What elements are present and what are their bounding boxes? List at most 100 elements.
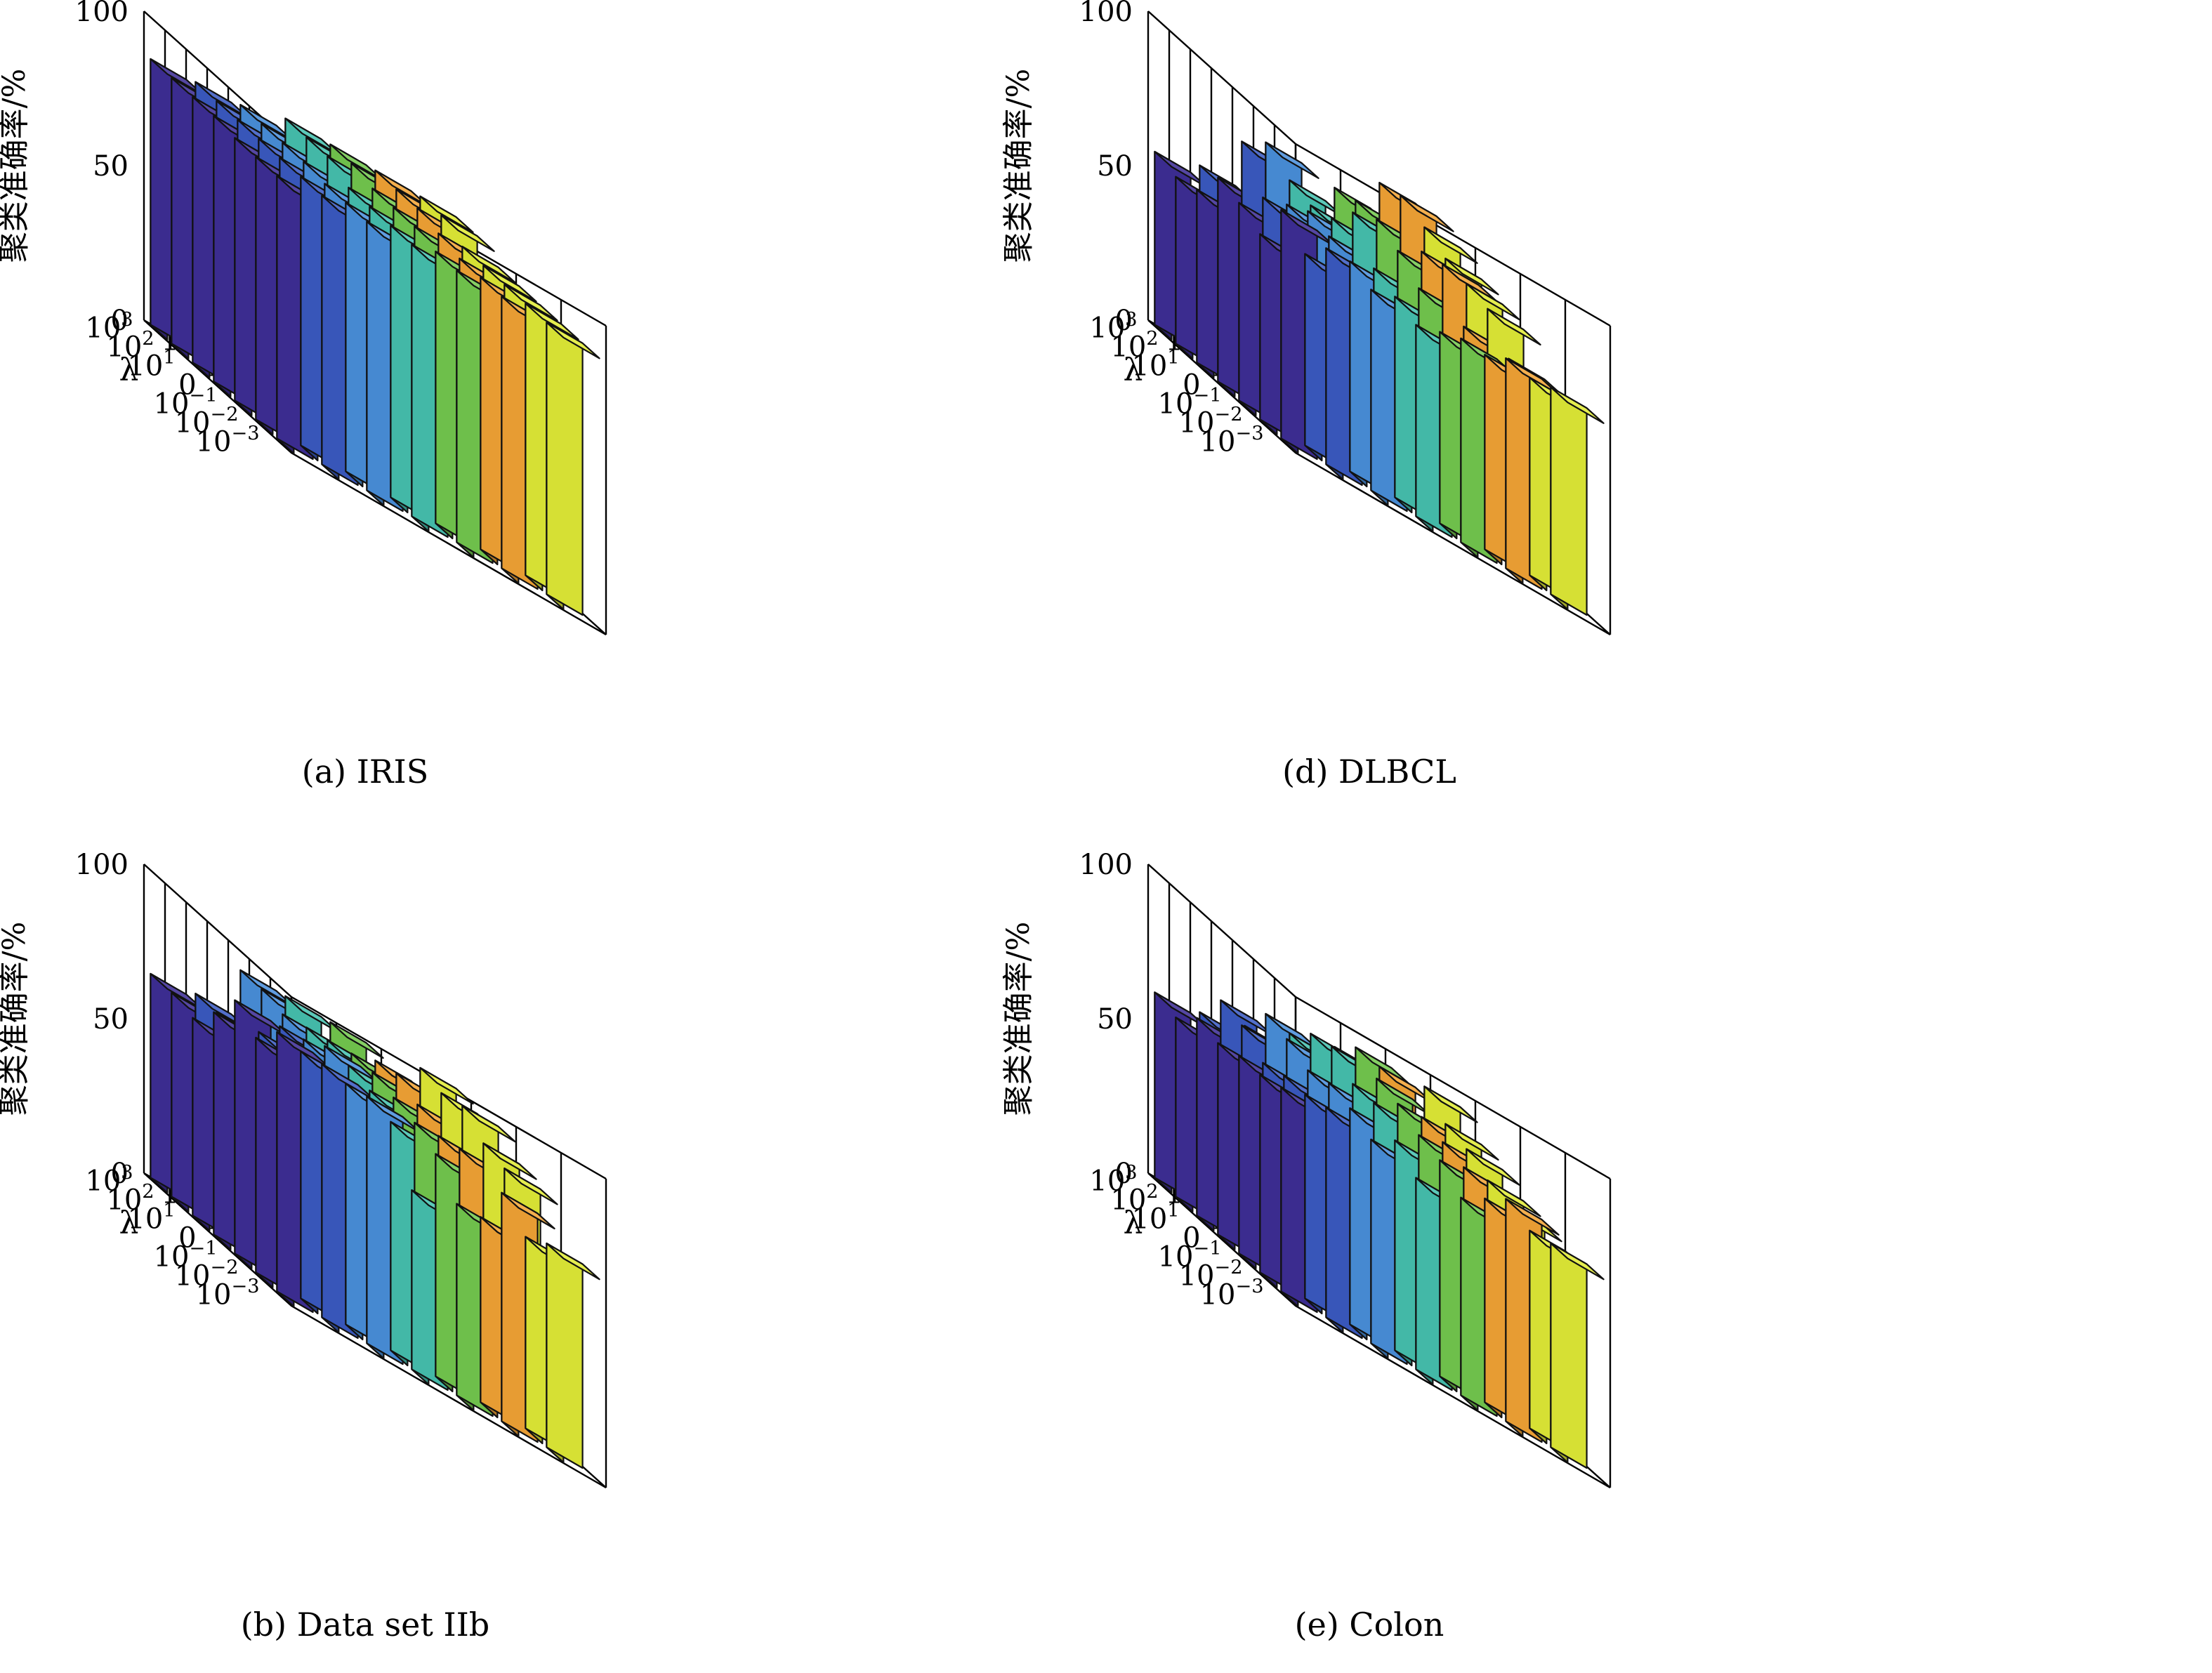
bar-top-face [284,995,339,1033]
bar-top-face [503,284,558,322]
lambda-tick-label: 101 [1131,347,1179,383]
z-tick-label: 0 [111,305,129,337]
tick-base: 0 [111,305,129,337]
tick-base: 0 [1115,1158,1133,1190]
tick-exponent: −2 [1215,1257,1243,1278]
bar-front-face [1550,1242,1588,1469]
z-tick-label: 0 [111,1158,129,1190]
lambda-tick-label: 10−1 [154,1238,218,1274]
tick-base: 10 [154,1241,190,1274]
tick-base: 100 [1079,0,1133,28]
lambda-tick-label: 103 [85,1162,133,1198]
tick-base: 0 [178,1222,196,1255]
bar-top-face [1280,209,1335,247]
bar-top-face [329,143,384,181]
tick-base: 100 [1079,849,1133,881]
bar [546,322,600,616]
lambda-tick-label: 0 [1183,1222,1200,1255]
tick-exponent: −1 [190,385,218,406]
lambda-tick-label: 103 [1089,309,1137,345]
z-tick-label: 100 [1079,849,1133,881]
lambda-tick-label: 10−3 [1200,423,1264,458]
tick-base: 10 [1179,407,1215,439]
chart-panel: 050100聚类准确率/%10−310−210−10101102103λ10−3… [1001,0,1612,791]
bar-top-face [419,195,474,233]
tick-base: 50 [1097,150,1133,183]
tick-base: 100 [75,0,129,28]
tick-base: 10 [175,407,211,439]
lambda-tick-label: 0 [178,369,196,402]
panel-caption: (e) Colon [1295,1606,1444,1644]
lambda-tick-label: 10−3 [196,1276,260,1311]
bar-front-face [1550,386,1588,616]
bar-top-face [1487,308,1541,346]
bar-top-face [419,1066,474,1105]
bar-front-face [546,1242,584,1469]
tick-base: 50 [1097,1003,1133,1036]
panel-caption: (a) IRIS [302,753,428,791]
bar [546,1242,600,1469]
bar-top-face [329,1021,384,1059]
tick-exponent: 1 [1167,347,1179,369]
lambda-axis-label: λ [119,352,138,388]
bar-top-face [1505,1198,1560,1236]
tick-exponent: −3 [232,1276,260,1297]
tick-base: 50 [93,150,129,183]
z-tick-label: 0 [1115,1158,1133,1190]
bar-top-face [1466,282,1520,321]
z-axis-label: 聚类准确率/% [0,922,32,1116]
bar-top-face [1220,999,1275,1037]
lambda-tick-label: 102 [106,328,154,364]
bar-top-face [503,1168,558,1205]
z-tick-label: 50 [93,150,129,183]
bars-group [1154,140,1605,616]
bar-top-face [1423,1085,1478,1123]
bar-top-face [1466,1148,1520,1186]
lambda-tick-label: 10−2 [1179,1257,1243,1292]
lambda-tick-label: 102 [1110,1181,1158,1217]
bar-top-face [1550,386,1605,424]
tick-base: 10 [85,312,121,345]
lambda-tick-label: 10−3 [196,423,260,458]
tick-base: 0 [1183,369,1200,402]
tick-exponent: 3 [121,309,133,331]
tick-base: 0 [178,369,196,402]
lambda-tick-label: 101 [127,1200,175,1236]
bar [1550,1242,1605,1469]
bar-top-face [1376,1078,1430,1116]
tick-base: 100 [75,849,129,881]
tick-base: 10 [1110,1184,1146,1217]
z-tick-label: 100 [75,0,129,28]
tick-exponent: 3 [1125,1162,1137,1184]
chart-panel: 050100聚类准确率/%10−310−210−10101102103λ10−3… [1001,849,1612,1644]
tick-base: 10 [1200,1279,1236,1311]
tick-exponent: −2 [211,404,239,425]
tick-exponent: 2 [1146,328,1158,350]
tick-exponent: 2 [142,328,154,350]
lambda-tick-label: 103 [85,309,133,345]
lambda-tick-label: 10−2 [175,404,239,439]
bar-top-face [501,1191,555,1230]
tick-base: 0 [111,1158,129,1190]
z-axis-label: 聚类准确率/% [1001,922,1036,1116]
lambda-tick-label: 10−2 [1179,404,1243,439]
tick-exponent: 2 [142,1181,154,1203]
tick-base: 10 [1089,312,1125,345]
bar-top-face [482,1142,537,1180]
tick-exponent: −2 [211,1257,239,1278]
bars-group [150,58,600,616]
bar-top-face [461,246,516,284]
tick-base: 10 [106,1184,142,1217]
tick-base: 10 [127,1203,163,1236]
lambda-tick-label: 10−1 [154,385,218,421]
lambda-tick-label: 0 [1183,369,1200,402]
tick-base: 10 [175,1260,211,1292]
lambda-tick-label: 103 [1089,1162,1137,1198]
tick-base: 10 [196,426,232,458]
lambda-axis-label: λ [1123,352,1143,388]
tick-base: 10 [1110,331,1146,364]
lambda-tick-label: 10−2 [175,1257,239,1292]
tick-base: 0 [1115,305,1133,337]
bars-group [1154,991,1605,1469]
